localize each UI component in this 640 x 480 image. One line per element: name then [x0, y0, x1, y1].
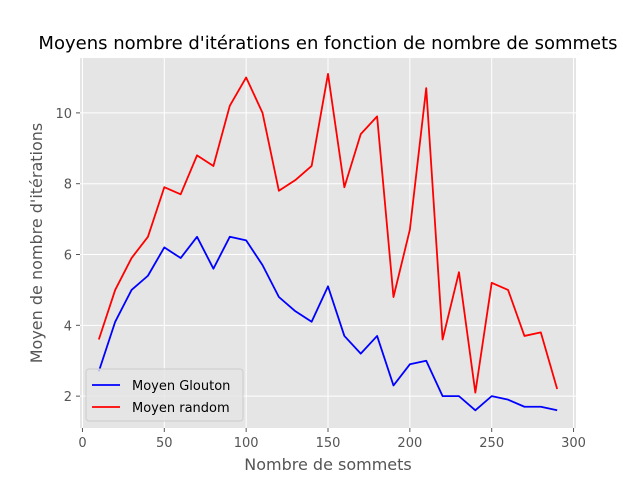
- legend-box: [85, 368, 244, 422]
- y-axis-ticks: 2 4 6 8 10: [55, 107, 80, 405]
- y-tick-label: 8: [64, 178, 72, 193]
- x-tick-label: 150: [316, 436, 341, 451]
- series-line-moyen-random: [97, 73, 559, 394]
- x-axis-label: Nombre de sommets: [244, 455, 412, 474]
- x-tick-label: 50: [156, 436, 173, 451]
- y-axis-label: Moyen de nombre d'itérations: [27, 123, 46, 364]
- x-tick-label: 300: [561, 436, 586, 451]
- x-axis-ticks: 0 50 100 150 200 250 300: [78, 428, 586, 451]
- y-tick-label: 6: [64, 249, 72, 264]
- x-tick-label: 200: [397, 436, 422, 451]
- y-tick-label: 10: [55, 107, 72, 122]
- y-tick-label: 4: [64, 319, 72, 334]
- legend: Moyen Glouton Moyen random: [85, 368, 244, 422]
- x-tick-label: 250: [479, 436, 504, 451]
- chart-title: Moyens nombre d'itérations en fonction d…: [38, 33, 617, 54]
- x-tick-label: 100: [234, 436, 259, 451]
- y-tick-label: 2: [64, 390, 72, 405]
- series-group: [97, 73, 559, 412]
- legend-label-glouton: Moyen Glouton: [132, 379, 230, 394]
- x-tick-label: 0: [78, 436, 86, 451]
- legend-label-random: Moyen random: [132, 401, 230, 416]
- series-line-moyen-glouton: [97, 235, 558, 412]
